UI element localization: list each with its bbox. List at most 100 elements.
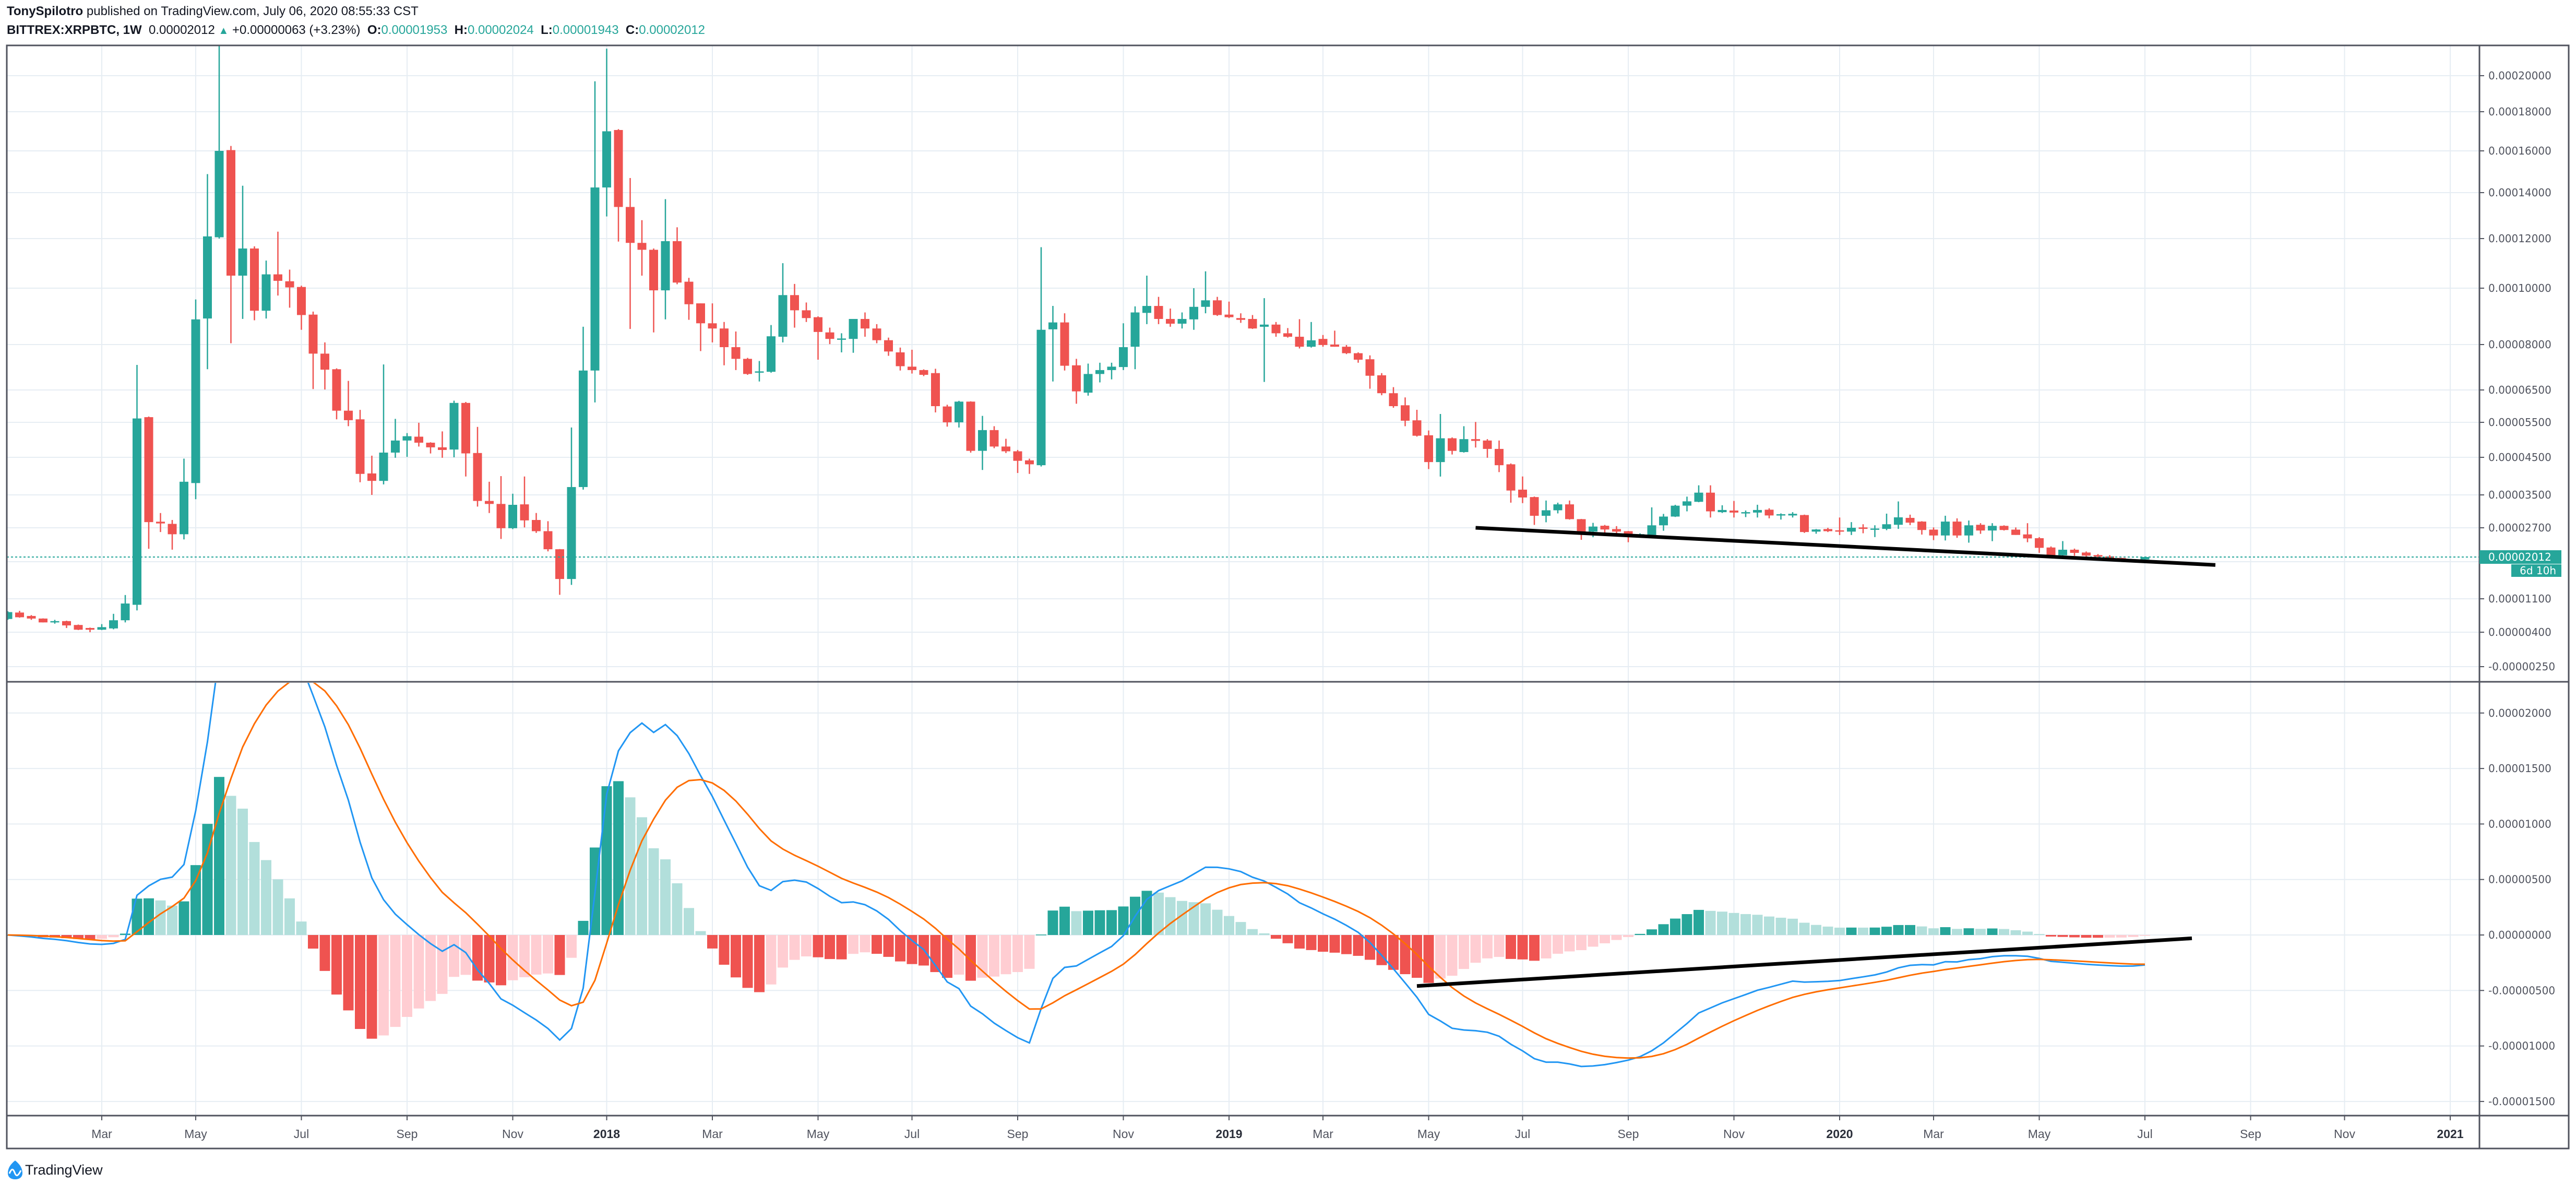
candle[interactable]	[1999, 525, 2009, 531]
candle[interactable]	[1929, 527, 1938, 540]
candle[interactable]	[966, 401, 975, 453]
candle[interactable]	[27, 615, 36, 620]
candle[interactable]	[1119, 323, 1128, 370]
candle[interactable]	[1988, 523, 1997, 541]
candle[interactable]	[2046, 546, 2056, 557]
candle[interactable]	[1142, 276, 1151, 324]
candle[interactable]	[473, 427, 482, 507]
candle[interactable]	[755, 361, 764, 382]
candle[interactable]	[1882, 513, 1891, 530]
candle[interactable]	[414, 422, 423, 447]
candle[interactable]	[62, 620, 71, 628]
candle[interactable]	[778, 263, 788, 342]
candle[interactable]	[1706, 485, 1715, 518]
candle[interactable]	[1095, 362, 1104, 383]
candle[interactable]	[461, 401, 470, 477]
candle[interactable]	[1894, 501, 1903, 529]
candle[interactable]	[391, 419, 400, 458]
candle[interactable]	[250, 246, 259, 321]
candle[interactable]	[2058, 541, 2067, 557]
candle[interactable]	[2035, 537, 2044, 553]
candle[interactable]	[1459, 426, 1469, 453]
candle[interactable]	[1811, 529, 1821, 534]
candle[interactable]	[1718, 505, 1727, 513]
candle[interactable]	[1248, 315, 1257, 329]
candle[interactable]	[1060, 313, 1069, 371]
candle[interactable]	[1036, 247, 1046, 467]
candle[interactable]	[884, 337, 893, 356]
candle[interactable]	[144, 416, 153, 549]
candle[interactable]	[1776, 513, 1785, 520]
candle[interactable]	[1565, 500, 1574, 520]
candle[interactable]	[1271, 322, 1281, 337]
candle[interactable]	[1025, 458, 1034, 474]
candle[interactable]	[297, 286, 306, 330]
candle[interactable]	[261, 261, 271, 319]
candle[interactable]	[1483, 439, 1492, 458]
candle[interactable]	[1201, 271, 1210, 314]
candle[interactable]	[908, 349, 916, 374]
candle[interactable]	[1401, 397, 1410, 427]
candle[interactable]	[1671, 504, 1680, 517]
symbol-name[interactable]: BITTREX:XRPBTC, 1W	[7, 23, 142, 37]
macd-pane[interactable]	[3, 621, 2192, 1068]
candle[interactable]	[1130, 306, 1140, 370]
candle[interactable]	[731, 331, 741, 370]
candle[interactable]	[1318, 335, 1328, 347]
candle[interactable]	[1612, 526, 1621, 534]
candle[interactable]	[1647, 507, 1656, 536]
candle[interactable]	[1542, 500, 1551, 523]
candle[interactable]	[496, 476, 506, 539]
candle[interactable]	[426, 442, 435, 454]
candle[interactable]	[308, 311, 318, 389]
candle[interactable]	[355, 410, 365, 482]
candle[interactable]	[567, 427, 576, 585]
candle[interactable]	[743, 358, 752, 375]
candle[interactable]	[402, 433, 412, 457]
candle[interactable]	[1495, 440, 1504, 472]
candle[interactable]	[1577, 519, 1586, 540]
candle[interactable]	[532, 513, 541, 533]
candle[interactable]	[626, 178, 635, 329]
candle[interactable]	[508, 493, 517, 529]
candle[interactable]	[861, 312, 869, 337]
candle[interactable]	[1530, 496, 1539, 525]
candle[interactable]	[1694, 485, 1703, 503]
candle[interactable]	[1683, 496, 1691, 512]
candle[interactable]	[156, 513, 165, 532]
candle[interactable]	[320, 342, 329, 390]
candle[interactable]	[180, 458, 188, 540]
candle[interactable]	[1600, 525, 1609, 534]
candle[interactable]	[614, 129, 623, 242]
candle[interactable]	[1518, 476, 1527, 503]
candle[interactable]	[1107, 362, 1116, 380]
candle[interactable]	[1964, 520, 1973, 543]
candle[interactable]	[1177, 312, 1187, 329]
candle[interactable]	[684, 278, 694, 320]
signal-line[interactable]	[7, 679, 2145, 1059]
candle[interactable]	[955, 400, 963, 428]
candle[interactable]	[767, 325, 776, 373]
candle[interactable]	[1048, 306, 1057, 382]
candle[interactable]	[485, 481, 494, 513]
candle[interactable]	[931, 369, 940, 412]
candle[interactable]	[121, 595, 130, 623]
candle[interactable]	[1941, 515, 1950, 541]
candle[interactable]	[1001, 439, 1010, 453]
candle[interactable]	[1224, 301, 1234, 318]
candle[interactable]	[896, 347, 905, 371]
candle[interactable]	[825, 327, 834, 345]
candle[interactable]	[332, 368, 341, 420]
candle[interactable]	[720, 322, 729, 365]
candle[interactable]	[238, 185, 247, 319]
candle[interactable]	[379, 364, 388, 484]
macd-line[interactable]	[7, 621, 2145, 1068]
candle[interactable]	[449, 400, 459, 457]
candle[interactable]	[555, 549, 564, 595]
candle[interactable]	[203, 174, 212, 370]
candle[interactable]	[1858, 524, 1868, 534]
candle[interactable]	[1389, 387, 1398, 408]
candle[interactable]	[802, 302, 811, 322]
candle[interactable]	[1847, 522, 1856, 535]
candle[interactable]	[285, 269, 294, 308]
